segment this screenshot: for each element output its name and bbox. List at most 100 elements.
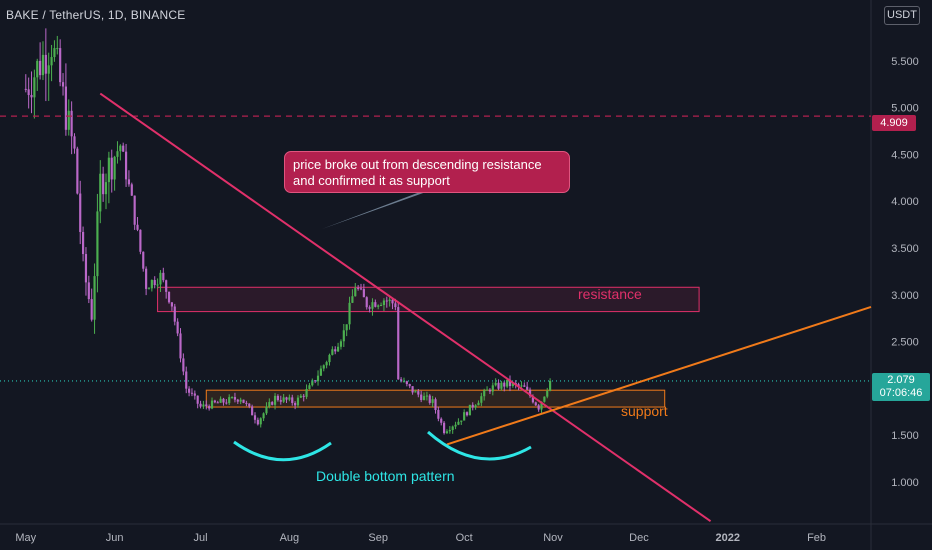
candle-body (408, 384, 411, 387)
candle-body (437, 410, 440, 419)
double-bottom-label: Double bottom pattern (316, 468, 455, 484)
candle-body (219, 398, 222, 403)
candle-body (216, 402, 219, 404)
candle-body (488, 389, 492, 392)
candle-body (394, 303, 397, 308)
candle-body (431, 399, 434, 403)
candle-body (76, 148, 79, 194)
resistance-label: resistance (578, 286, 642, 302)
candle-body (96, 211, 99, 277)
candle-body (377, 305, 380, 307)
candle-body (420, 394, 423, 401)
candle-body (150, 280, 153, 289)
candle-body (285, 397, 288, 400)
candle-body (549, 380, 552, 391)
candle-body (528, 389, 532, 397)
candle-body (451, 426, 454, 431)
candle-body (276, 395, 280, 401)
candle-body (233, 397, 237, 400)
candle-body (36, 60, 39, 78)
candle-body (302, 395, 305, 397)
candle-body (443, 422, 446, 434)
candle-body (208, 406, 211, 409)
candle-body (334, 349, 337, 352)
candle-body (41, 54, 45, 76)
candle-body (67, 110, 70, 130)
y-tick-label: 4.000 (891, 196, 919, 208)
candle-body (156, 284, 159, 286)
candle-body (268, 402, 271, 407)
candle-body (239, 399, 242, 402)
candle-body (73, 136, 76, 149)
candle-body (440, 418, 443, 423)
candle-body (397, 307, 400, 380)
candle-body (474, 405, 477, 408)
candle-body (506, 379, 509, 387)
y-tick-label: 3.500 (891, 243, 919, 255)
candle-body (236, 399, 239, 402)
candle-body (47, 65, 50, 74)
candle-body (357, 287, 360, 289)
candle-body (294, 402, 297, 406)
candle-body (345, 324, 348, 331)
candle-body (359, 288, 363, 290)
candle-body (122, 145, 125, 152)
candle-body (84, 254, 88, 283)
candle-body (116, 151, 119, 157)
candle-body (107, 157, 110, 183)
candle-body (534, 402, 537, 406)
x-tick-label: Nov (543, 532, 563, 544)
candle-body (190, 392, 194, 394)
x-tick-label: Jun (106, 532, 124, 544)
candle-body (193, 393, 196, 396)
candle-body (288, 397, 291, 400)
candle-body (526, 386, 529, 390)
x-tick-label: Oct (456, 532, 473, 544)
callout-box[interactable]: price broke out from descending resistan… (284, 151, 570, 193)
candle-body (540, 401, 543, 410)
candle-body (362, 289, 365, 298)
candle-body (425, 395, 428, 397)
currency-badge[interactable]: USDT (884, 6, 920, 25)
candle-body (210, 400, 214, 409)
candle-body (368, 307, 371, 309)
candle-body (24, 88, 27, 90)
candle-body (102, 173, 105, 195)
candle-body (44, 54, 47, 74)
candle-body (500, 382, 503, 389)
y-tick-label: 2.500 (891, 337, 919, 349)
candle-body (422, 396, 426, 401)
candle-body (477, 402, 480, 406)
x-tick-label: Feb (807, 532, 826, 544)
candle-body (457, 421, 460, 425)
candle-body (142, 251, 145, 269)
candle-body (222, 398, 225, 403)
candle-body (414, 391, 417, 393)
double-bottom-curve-right (427, 430, 532, 461)
candle-body (139, 229, 142, 252)
candle-body (348, 302, 351, 325)
candle-body (282, 397, 285, 402)
candle-body (402, 381, 406, 383)
y-tick-label: 4.500 (891, 149, 919, 161)
candle-body (202, 404, 205, 407)
candle-body (256, 419, 259, 425)
descending-resistance-trendline (99, 92, 712, 523)
candle-body (30, 95, 33, 98)
candle-body (483, 390, 486, 397)
candle-body (296, 397, 300, 406)
candle-body (225, 402, 228, 404)
candle-body (382, 300, 386, 306)
candle-body (316, 375, 320, 382)
candle-body (245, 402, 248, 404)
candle-body (119, 145, 122, 152)
candle-body (314, 380, 317, 382)
candle-body (391, 299, 394, 304)
candle-body (463, 412, 466, 421)
candle-body (59, 48, 62, 83)
candle-body (167, 291, 171, 303)
candle-body (351, 296, 354, 303)
candle-body (179, 333, 182, 359)
candle-body (64, 86, 67, 130)
